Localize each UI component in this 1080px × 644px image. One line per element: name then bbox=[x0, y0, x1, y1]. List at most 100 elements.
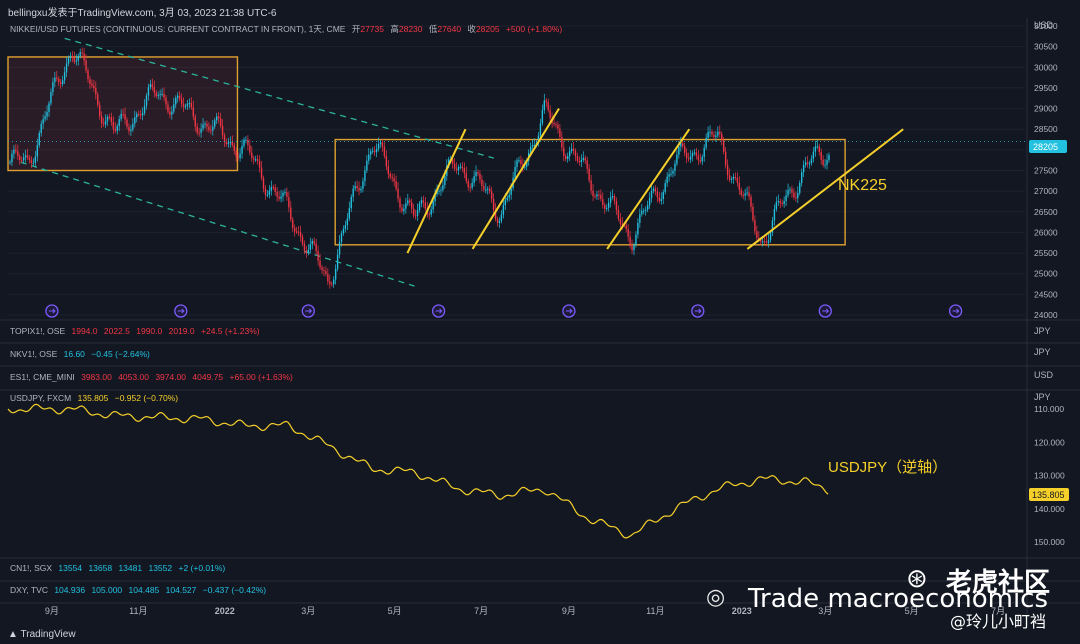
candle-body bbox=[190, 102, 193, 108]
candle-body bbox=[643, 210, 645, 212]
candle-body bbox=[508, 194, 510, 198]
x-tick-label: 5月 bbox=[388, 606, 402, 616]
candle-body bbox=[773, 209, 776, 221]
candle-body bbox=[354, 186, 356, 189]
yellow-trendline bbox=[406, 128, 467, 254]
candle-body bbox=[580, 159, 583, 163]
candle-body bbox=[650, 191, 653, 198]
candle-body bbox=[268, 190, 271, 195]
candle-body bbox=[288, 197, 290, 208]
candle-body bbox=[251, 152, 253, 159]
candle-body bbox=[346, 218, 349, 226]
candle-body bbox=[118, 119, 120, 127]
candle-body bbox=[186, 103, 189, 107]
chart-canvas[interactable]: NIKKEI/USD FUTURES (CONTINUOUS: CURRENT … bbox=[0, 18, 1080, 626]
candle-body bbox=[693, 152, 696, 154]
candle-body bbox=[545, 100, 547, 103]
candle-body bbox=[756, 231, 758, 238]
candle-body bbox=[38, 132, 40, 146]
candle-body bbox=[516, 160, 518, 167]
candle-body bbox=[411, 202, 413, 209]
candle-body bbox=[418, 203, 421, 211]
last-price-tag bbox=[1029, 140, 1067, 153]
y-tick-label: 29000 bbox=[1034, 104, 1058, 114]
candle-body bbox=[276, 191, 278, 197]
candle-body bbox=[802, 164, 805, 173]
candle-body bbox=[91, 83, 93, 86]
candle-body bbox=[167, 104, 169, 112]
candle-body bbox=[590, 180, 592, 191]
candle-body bbox=[730, 178, 733, 180]
yellow-trendline bbox=[606, 128, 691, 250]
candle-body bbox=[139, 114, 142, 116]
x-tick-label: 5月 bbox=[905, 606, 919, 616]
candle-body bbox=[370, 151, 372, 155]
candle-body bbox=[319, 260, 321, 268]
candle-body bbox=[196, 126, 198, 133]
candle-body bbox=[108, 117, 111, 119]
candle-body bbox=[13, 149, 15, 154]
event-arrow-icon bbox=[305, 308, 312, 314]
es-legend: ES1!, CME_MINI 3983.00 4053.00 3974.00 4… bbox=[10, 372, 293, 382]
event-arrow-icon bbox=[694, 308, 702, 314]
candle-body bbox=[305, 250, 308, 253]
candle-body bbox=[48, 103, 50, 112]
candle-body bbox=[264, 188, 267, 195]
candle-body bbox=[664, 183, 666, 192]
candle-body bbox=[662, 191, 664, 200]
candle-body bbox=[656, 191, 659, 198]
grid bbox=[8, 25, 1025, 316]
y-tick-label: 28500 bbox=[1034, 124, 1058, 134]
candle-body bbox=[705, 137, 707, 148]
y-tick-label: 130.000 bbox=[1034, 471, 1065, 481]
candle-body bbox=[666, 176, 668, 184]
candle-body bbox=[584, 157, 586, 161]
candle-body bbox=[399, 198, 401, 208]
candle-body bbox=[553, 123, 555, 125]
candle-body bbox=[709, 131, 711, 133]
candle-body bbox=[824, 164, 826, 166]
candle-body bbox=[124, 114, 126, 120]
candle-body bbox=[414, 215, 417, 217]
candle-body bbox=[221, 125, 224, 136]
candle-body bbox=[321, 267, 323, 271]
candle-body bbox=[79, 52, 81, 56]
candle-body bbox=[385, 156, 388, 167]
candle-body bbox=[352, 188, 354, 197]
candle-body bbox=[627, 228, 629, 237]
candle-body bbox=[235, 150, 237, 157]
candle-body bbox=[194, 116, 196, 127]
candle-body bbox=[489, 188, 491, 192]
candle-body bbox=[783, 201, 785, 205]
candle-body bbox=[249, 145, 251, 153]
candle-body bbox=[779, 201, 781, 204]
candle-body bbox=[173, 104, 175, 112]
event-markers[interactable] bbox=[45, 304, 963, 318]
candle-body bbox=[543, 100, 545, 111]
header-bar: bellingxu发表于TradingView.com, 3月 03, 2023… bbox=[0, 0, 1080, 19]
candle-body bbox=[430, 209, 432, 215]
candle-body bbox=[17, 151, 19, 157]
candle-body bbox=[138, 114, 140, 116]
candle-body bbox=[206, 123, 208, 127]
candle-body bbox=[155, 92, 157, 96]
candle-body bbox=[36, 145, 38, 157]
candle-body bbox=[613, 195, 616, 201]
candle-body bbox=[245, 139, 247, 141]
candle-body bbox=[24, 155, 27, 158]
candle-body bbox=[481, 179, 483, 187]
candle-body bbox=[670, 173, 672, 175]
candle-body bbox=[467, 181, 469, 188]
y-tick-label: 24000 bbox=[1034, 310, 1058, 320]
candle-body bbox=[216, 116, 218, 121]
candle-body bbox=[633, 245, 635, 251]
candle-body bbox=[607, 202, 610, 208]
candle-body bbox=[609, 197, 612, 203]
candle-body bbox=[15, 149, 17, 152]
candle-body bbox=[334, 268, 337, 280]
candle-body bbox=[734, 176, 737, 178]
candle-body bbox=[795, 197, 797, 199]
candle-body bbox=[451, 159, 454, 164]
tiger-community-logo: 老虎社区 bbox=[946, 568, 1051, 598]
candle-body bbox=[637, 222, 639, 235]
